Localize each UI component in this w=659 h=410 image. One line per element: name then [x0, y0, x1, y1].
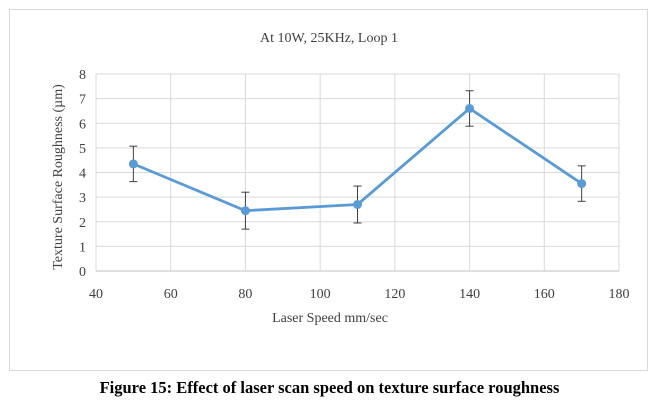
x-tick-label: 40	[89, 287, 103, 302]
y-tick-label: 4	[79, 167, 86, 182]
chart-title: At 10W, 25KHz, Loop 1	[260, 31, 398, 46]
x-tick-labels: 40 60 80 100 120 140 160 180	[89, 287, 630, 302]
line-chart: At 10W, 25KHz, Loop 1 0 1 2 3 4 5 6 7 8 40 60 80 10…	[51, 31, 630, 326]
x-tick-label: 80	[238, 287, 252, 302]
data-points	[128, 103, 587, 216]
data-point	[577, 179, 587, 189]
x-axis-title: Laser Speed mm/sec	[272, 311, 388, 326]
y-tick-label: 2	[79, 216, 86, 231]
y-tick-label: 0	[79, 265, 86, 280]
y-tick-label: 1	[79, 240, 86, 255]
y-axis-title: Texture Surface Roughness (µm)	[51, 84, 66, 270]
data-point	[128, 159, 138, 169]
y-tick-label: 3	[79, 191, 86, 206]
x-tick-label: 120	[384, 287, 405, 302]
x-tick-label: 100	[310, 287, 331, 302]
x-tick-label: 60	[164, 287, 178, 302]
y-tick-label: 5	[79, 142, 86, 157]
y-tick-label: 8	[79, 68, 86, 83]
y-tick-labels: 0 1 2 3 4 5 6 7 8	[79, 68, 86, 280]
data-point	[240, 206, 250, 216]
data-point	[465, 103, 475, 113]
chart-frame: At 10W, 25KHz, Loop 1 0 1 2 3 4 5 6 7 8 40 60 80 10…	[9, 9, 648, 371]
data-point	[353, 200, 362, 210]
x-tick-label: 140	[459, 287, 480, 302]
x-tick-label: 180	[609, 287, 630, 302]
figure-caption: Figure 15: Effect of laser scan speed on…	[99, 378, 560, 397]
x-tick-label: 160	[534, 287, 555, 302]
y-tick-label: 7	[79, 93, 86, 108]
gridlines	[95, 73, 620, 272]
y-tick-label: 6	[79, 117, 86, 132]
